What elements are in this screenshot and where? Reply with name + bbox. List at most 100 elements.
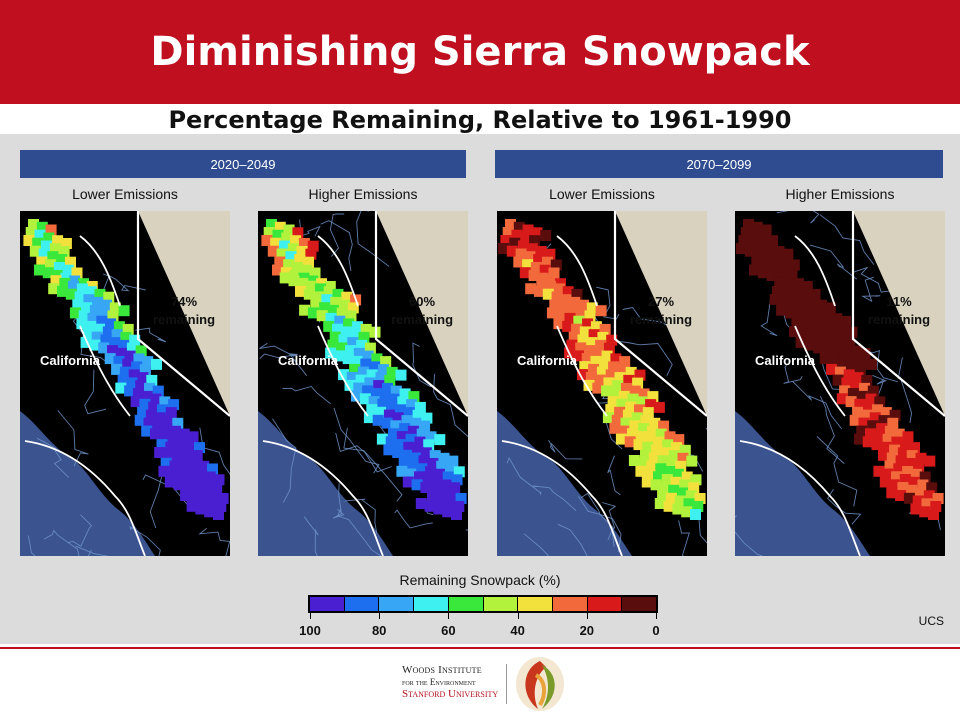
snowpack-cell <box>169 425 181 437</box>
snowpack-cell <box>884 460 896 472</box>
snowpack-cell <box>528 270 540 281</box>
snowpack-cell <box>767 235 779 247</box>
snowpack-cell <box>530 262 542 273</box>
snowpack-cell <box>423 439 435 451</box>
snowpack-cell <box>294 254 306 265</box>
snowpack-cell <box>903 492 915 504</box>
snowpack-cell <box>154 412 166 424</box>
snowpack-cell <box>623 374 635 386</box>
snowpack-cell <box>160 457 172 469</box>
river-line <box>506 456 542 496</box>
snowpack-cell <box>283 224 295 236</box>
snowpack-cell <box>267 245 279 257</box>
snowpack-cell <box>553 283 565 295</box>
snowpack-cell <box>776 304 788 316</box>
snowpack-cell <box>893 463 905 475</box>
river-line <box>783 363 803 384</box>
snowpack-cell <box>655 463 667 475</box>
snowpack-cell <box>644 433 656 445</box>
snowpack-cell <box>414 436 426 448</box>
snowpack-cell <box>900 439 912 451</box>
snowpack-cell <box>425 466 437 477</box>
snowpack-cell <box>787 299 799 311</box>
snowpack-cell <box>889 409 901 421</box>
snowpack-cell <box>873 431 885 443</box>
snowpack-cell <box>618 390 630 402</box>
snowpack-cell <box>351 355 363 367</box>
snowpack-cell <box>655 428 667 440</box>
snowpack-cell <box>546 307 558 319</box>
snowpack-cell <box>178 463 190 475</box>
snowpack-cell <box>614 372 626 384</box>
snowpack-cell <box>375 372 387 384</box>
snowpack-cell <box>204 506 216 518</box>
snowpack-cell <box>165 407 177 419</box>
snowpack-cell <box>856 390 868 402</box>
snowpack-cell <box>427 458 439 469</box>
snowpack-cell <box>768 262 780 273</box>
region-border <box>556 325 608 417</box>
snowpack-cell <box>340 326 352 338</box>
snowpack-cell <box>49 243 61 255</box>
snowpack-cell <box>213 474 225 486</box>
remaining-percent-label: 11% <box>886 294 912 309</box>
snowpack-cell <box>178 428 190 440</box>
river-line <box>678 520 690 556</box>
snowpack-cell <box>897 447 909 459</box>
snowpack-cell <box>760 224 772 236</box>
snowpack-cell <box>58 246 70 257</box>
snowpack-cell <box>68 280 80 292</box>
snowpack-cell <box>852 372 864 384</box>
state-name-label: California <box>40 353 101 368</box>
snowpack-cell <box>215 501 227 512</box>
snowpack-cell <box>692 501 704 512</box>
ocean-area <box>497 411 632 556</box>
nevada-area <box>376 211 468 416</box>
snowpack-cell <box>859 348 871 360</box>
snowpack-cell <box>932 493 944 504</box>
snowpack-cell <box>888 479 900 491</box>
snowpack-cell <box>572 350 584 362</box>
snowpack-cell <box>809 323 820 335</box>
snowpack-cell <box>853 433 865 445</box>
snowpack-cell <box>840 315 852 327</box>
snowpack-cell <box>81 302 93 314</box>
snowpack-cell <box>94 323 105 335</box>
snowpack-cell <box>926 482 938 494</box>
snowpack-cell <box>283 259 295 271</box>
snowpack-cell <box>126 342 138 354</box>
snowpack-cell <box>786 267 798 279</box>
snowpack-cell <box>85 320 97 332</box>
region-border <box>24 440 146 556</box>
snowpack-cell <box>292 227 304 239</box>
snowpack-cell <box>129 334 141 346</box>
snowpack-cell <box>152 385 164 397</box>
snowpack-cell <box>582 318 594 330</box>
snowpack-cell <box>793 310 805 322</box>
snowpack-cell <box>401 449 412 461</box>
snowpack-cell <box>645 399 657 411</box>
river-line <box>532 485 577 512</box>
snowpack-cell <box>583 379 595 391</box>
snowpack-cell <box>535 246 547 257</box>
snowpack-cell <box>551 291 563 303</box>
snowpack-cell <box>536 277 548 289</box>
snowpack-cell <box>783 280 795 292</box>
snowpack-cell <box>908 476 920 488</box>
snowpack-cell <box>904 458 916 469</box>
snowpack-cell <box>518 240 529 252</box>
snowpack-cell <box>558 302 570 314</box>
snowpack-cell <box>596 366 608 378</box>
region-border <box>79 325 131 417</box>
snowpack-cell <box>372 414 384 426</box>
snowpack-cell <box>274 221 286 233</box>
snowpack-cell <box>845 396 857 408</box>
remaining-word-label: remaining <box>153 312 215 327</box>
river-line <box>27 535 36 556</box>
snowpack-cell <box>895 455 907 467</box>
snowpack-cell <box>751 221 763 233</box>
river-line <box>343 427 403 502</box>
river-line <box>819 396 845 464</box>
snowpack-cell <box>662 439 674 451</box>
region-border <box>317 235 359 307</box>
